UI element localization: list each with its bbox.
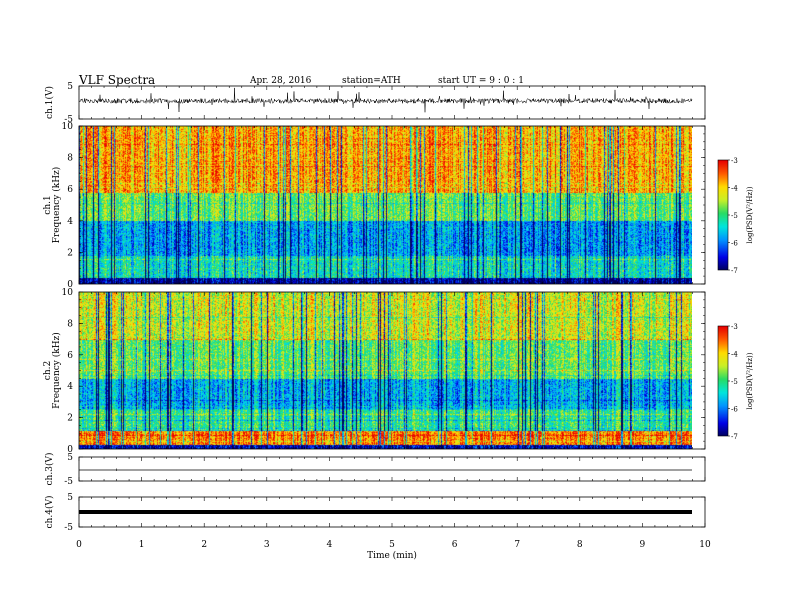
ch2-spectrogram-image [79, 292, 692, 449]
y-tick-label: 0 [67, 280, 73, 290]
colorbar-tick-label: -5 [731, 212, 738, 220]
colorbar-tick-label: -3 [731, 323, 738, 331]
colorbar-gradient [718, 326, 728, 436]
x-tick-label: 4 [327, 540, 333, 550]
x-tick-label: 5 [389, 540, 395, 550]
y-tick-label: 6 [67, 351, 73, 361]
station-label: station=ATH [342, 76, 401, 86]
y-axis-label: Frequency (kHz) [51, 167, 62, 244]
x-axis-label: Time (min) [367, 550, 417, 561]
x-tick-label: 1 [139, 540, 145, 550]
colorbar-tick-label: -6 [731, 240, 738, 248]
y-tick-label: 0 [67, 445, 73, 455]
y-axis-label: ch.4(V) [44, 496, 55, 529]
y-tick-label: -5 [64, 523, 73, 533]
y-tick-label: 4 [67, 382, 73, 392]
colorbar-tick-label: -6 [731, 406, 738, 414]
x-tick-label: 10 [699, 540, 711, 550]
y-tick-label: 2 [67, 248, 73, 258]
x-tick-label: 8 [577, 540, 583, 550]
colorbar-tick-label: -7 [731, 267, 738, 275]
y-tick-label: 10 [62, 288, 74, 298]
y-tick-label: 5 [67, 453, 73, 463]
colorbar-gradient [718, 160, 728, 270]
y-tick-label: 5 [67, 82, 73, 92]
x-tick-label: 6 [452, 540, 458, 550]
y-tick-label: -5 [64, 477, 73, 487]
colorbar-label: log(PSD(V²/Hz)) [746, 352, 754, 409]
y-axis-label: ch.1(V) [44, 86, 55, 119]
y-tick-label: -5 [64, 115, 73, 125]
x-tick-label: 2 [201, 540, 207, 550]
colorbar-tick-label: -7 [731, 433, 738, 441]
x-tick-label: 0 [76, 540, 82, 550]
y-tick-label: 8 [67, 319, 73, 329]
colorbar-tick-label: -5 [731, 378, 738, 386]
y-axis-label: ch.1 [43, 195, 53, 214]
y-tick-label: 10 [62, 122, 74, 132]
y-tick-label: 6 [67, 185, 73, 195]
chart-title: VLF Spectra [79, 73, 156, 87]
x-tick-label: 9 [640, 540, 646, 550]
y-tick-label: 8 [67, 154, 73, 164]
date-label: Apr. 28, 2016 [250, 76, 312, 86]
start-time-label: start UT = 9 : 0 : 1 [438, 76, 524, 86]
colorbar-label: log(PSD(V²/Hz)) [746, 186, 754, 243]
y-tick-label: 5 [67, 493, 73, 503]
y-axis-label: Frequency (kHz) [51, 332, 62, 409]
colorbar-tick-label: -3 [731, 157, 738, 165]
y-tick-label: 2 [67, 414, 73, 424]
x-tick-label: 3 [264, 540, 270, 550]
y-axis-label: ch.2 [43, 361, 53, 380]
x-tick-label: 7 [514, 540, 520, 550]
colorbar-tick-label: -4 [731, 351, 738, 359]
ch1-waveform-line [78, 87, 693, 113]
y-tick-label: 4 [67, 217, 73, 227]
colorbar-tick-label: -4 [731, 185, 738, 193]
ch1-spectrogram-image [79, 126, 692, 284]
y-axis-label: ch.3(V) [44, 453, 55, 486]
